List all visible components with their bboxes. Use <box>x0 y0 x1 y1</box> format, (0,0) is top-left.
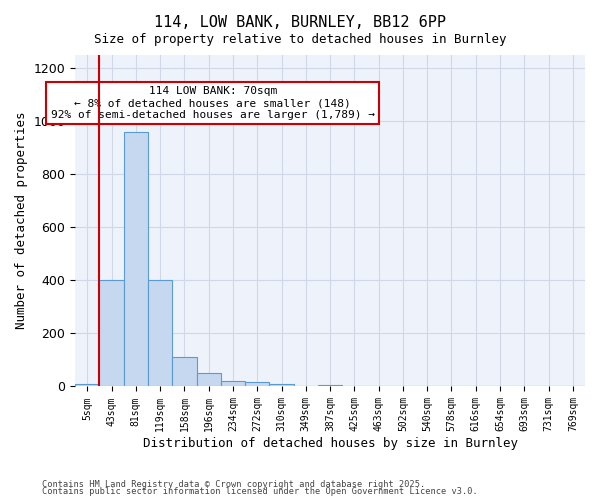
X-axis label: Distribution of detached houses by size in Burnley: Distribution of detached houses by size … <box>143 437 518 450</box>
Bar <box>245 382 269 386</box>
Bar <box>75 384 100 386</box>
Bar <box>221 381 245 386</box>
Text: Contains public sector information licensed under the Open Government Licence v3: Contains public sector information licen… <box>42 487 478 496</box>
Bar <box>269 384 293 386</box>
Text: 114, LOW BANK, BURNLEY, BB12 6PP: 114, LOW BANK, BURNLEY, BB12 6PP <box>154 15 446 30</box>
Text: Size of property relative to detached houses in Burnley: Size of property relative to detached ho… <box>94 32 506 46</box>
Bar <box>172 358 197 386</box>
Bar <box>124 132 148 386</box>
Bar <box>100 280 124 386</box>
Text: Contains HM Land Registry data © Crown copyright and database right 2025.: Contains HM Land Registry data © Crown c… <box>42 480 425 489</box>
Y-axis label: Number of detached properties: Number of detached properties <box>15 112 28 330</box>
Bar <box>148 280 172 386</box>
Text: 114 LOW BANK: 70sqm
← 8% of detached houses are smaller (148)
92% of semi-detach: 114 LOW BANK: 70sqm ← 8% of detached hou… <box>51 86 375 120</box>
Bar <box>197 373 221 386</box>
Bar <box>318 385 342 386</box>
